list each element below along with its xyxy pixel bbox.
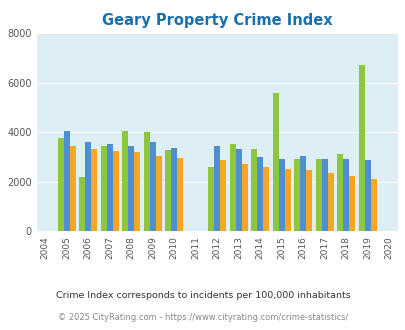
Bar: [278, 159, 284, 231]
Bar: [208, 167, 214, 231]
Bar: [370, 179, 376, 231]
Bar: [284, 169, 290, 231]
Bar: [257, 157, 262, 231]
Bar: [171, 148, 177, 231]
Bar: [155, 156, 161, 231]
Bar: [100, 146, 107, 231]
Bar: [91, 149, 97, 231]
Text: Crime Index corresponds to incidents per 100,000 inhabitants: Crime Index corresponds to incidents per…: [55, 291, 350, 300]
Bar: [177, 158, 183, 231]
Bar: [79, 177, 85, 231]
Bar: [70, 146, 75, 231]
Bar: [165, 150, 171, 231]
Bar: [272, 93, 278, 231]
Bar: [229, 145, 235, 231]
Bar: [107, 145, 113, 231]
Bar: [143, 132, 149, 231]
Bar: [337, 154, 342, 231]
Bar: [342, 159, 348, 231]
Text: © 2025 CityRating.com - https://www.cityrating.com/crime-statistics/: © 2025 CityRating.com - https://www.city…: [58, 313, 347, 322]
Bar: [122, 131, 128, 231]
Bar: [149, 143, 155, 231]
Bar: [251, 149, 257, 231]
Bar: [235, 149, 241, 231]
Bar: [113, 151, 118, 231]
Bar: [262, 167, 269, 231]
Bar: [321, 159, 327, 231]
Bar: [64, 131, 70, 231]
Bar: [85, 142, 91, 231]
Bar: [299, 156, 305, 231]
Bar: [214, 147, 220, 231]
Bar: [327, 173, 333, 231]
Bar: [358, 65, 364, 231]
Bar: [315, 159, 321, 231]
Title: Geary Property Crime Index: Geary Property Crime Index: [102, 13, 332, 28]
Bar: [128, 146, 134, 231]
Bar: [241, 164, 247, 231]
Bar: [220, 160, 226, 231]
Bar: [305, 170, 311, 231]
Bar: [134, 152, 140, 231]
Bar: [348, 176, 354, 231]
Bar: [294, 159, 299, 231]
Bar: [364, 160, 370, 231]
Bar: [58, 138, 64, 231]
